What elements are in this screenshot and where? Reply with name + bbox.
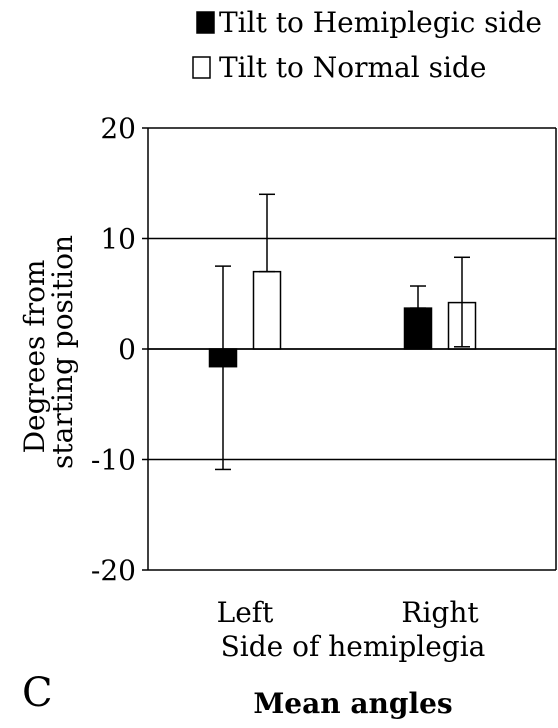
y-tick-label: -10 <box>91 444 136 477</box>
y-tick-label: 10 <box>100 223 136 256</box>
x-axis-title: Side of hemiplegia <box>221 630 486 663</box>
gridlines <box>142 127 556 571</box>
x-axis-ticks: Left Right <box>217 596 480 629</box>
y-axis-title-line-1: Degrees from <box>18 260 51 454</box>
panel-label: C <box>22 670 53 716</box>
y-tick-label: -20 <box>91 554 136 587</box>
legend: Tilt to Hemiplegic side Tilt to Normal s… <box>192 6 542 84</box>
y-axis-title: Degrees from starting position <box>18 235 79 469</box>
legend-label-normal: Tilt to Normal side <box>219 51 486 84</box>
bar-normal-left <box>252 270 282 350</box>
x-tick-label-right: Right <box>401 596 479 629</box>
y-tick-label: 20 <box>100 112 136 145</box>
legend-item-hemiplegic: Tilt to Hemiplegic side <box>196 6 542 39</box>
legend-swatch-normal <box>192 56 211 79</box>
legend-label-hemiplegic: Tilt to Hemiplegic side <box>219 6 542 39</box>
x-tick-label-left: Left <box>217 596 275 629</box>
error-bars <box>148 193 556 471</box>
legend-item-normal: Tilt to Normal side <box>192 51 486 84</box>
bars <box>208 270 477 368</box>
y-axis-ticks: 20 10 0 -10 -20 <box>91 112 136 587</box>
y-axis-title-line-2: starting position <box>46 235 79 469</box>
legend-swatch-hemiplegic <box>196 11 215 34</box>
caption: Mean angles <box>253 687 452 720</box>
y-tick-label: 0 <box>118 333 136 366</box>
bar-hemiplegic-right <box>403 307 433 350</box>
